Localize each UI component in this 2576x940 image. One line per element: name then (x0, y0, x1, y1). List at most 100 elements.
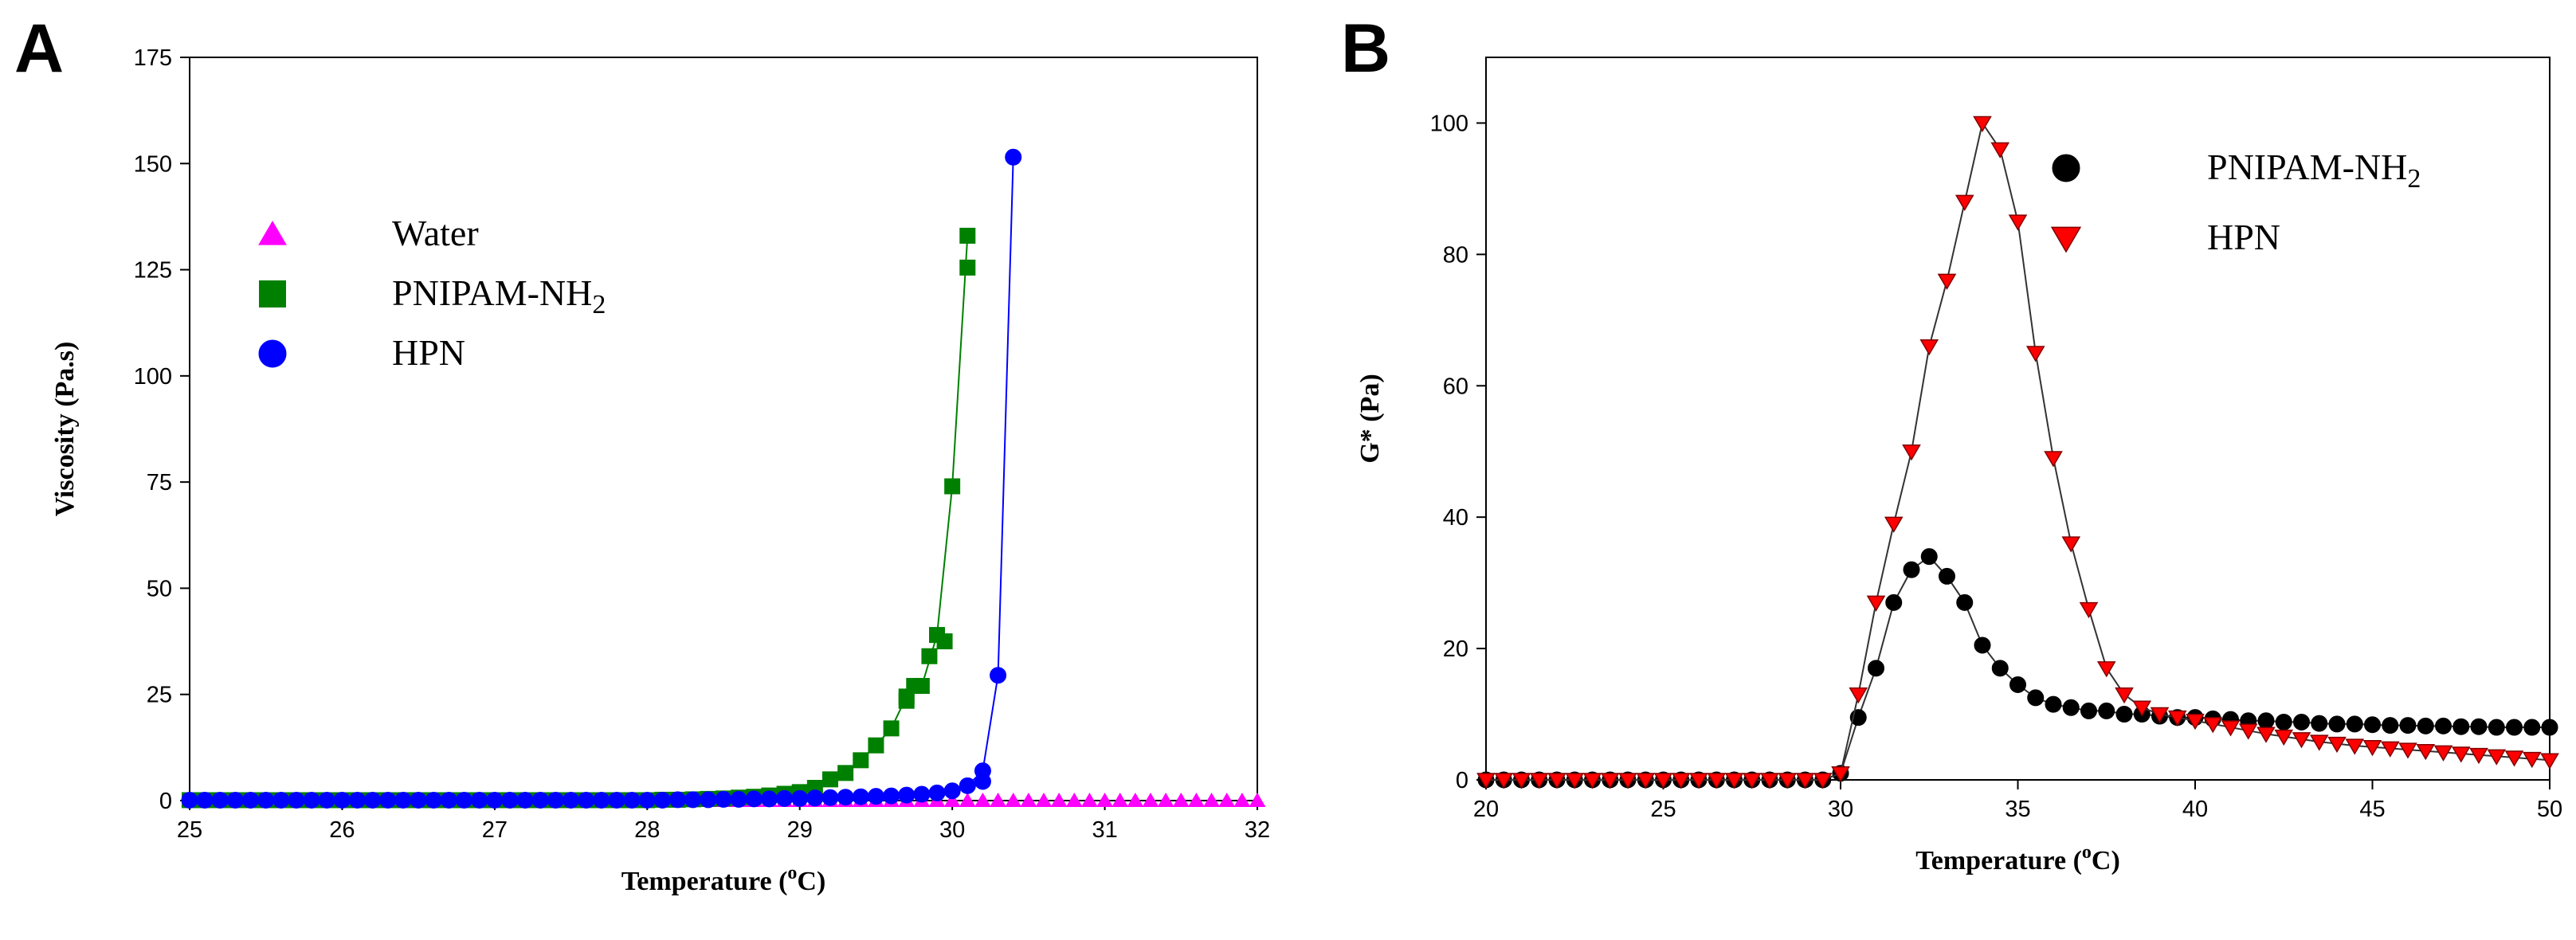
data-point (456, 791, 473, 809)
series-hpn-extra (974, 773, 991, 790)
data-point (288, 791, 305, 809)
data-point (501, 791, 519, 809)
x-axis-title: Temperature (oC) (621, 863, 826, 896)
data-point (990, 793, 1007, 807)
data-point (410, 791, 427, 809)
data-point (318, 791, 335, 809)
data-point (684, 791, 702, 809)
x-tick-label: 32 (1245, 817, 1270, 843)
data-point (1065, 793, 1083, 807)
data-point (1249, 793, 1266, 807)
data-point (921, 648, 938, 664)
data-point (379, 791, 397, 809)
data-point (1127, 793, 1144, 807)
data-point (1218, 793, 1236, 807)
data-point (272, 791, 290, 809)
data-point (242, 791, 260, 809)
data-point (867, 788, 884, 805)
x-tick-label: 28 (634, 817, 660, 843)
data-point (822, 771, 838, 788)
data-point (959, 793, 976, 807)
data-point (853, 752, 869, 769)
data-point (333, 791, 351, 809)
data-point (349, 791, 367, 809)
data-point (181, 791, 198, 809)
y-tick-label: 75 (147, 470, 172, 495)
data-point (959, 259, 976, 276)
data-point (593, 791, 610, 809)
data-point (1203, 793, 1221, 807)
data-point (653, 791, 671, 809)
panel-label-b: B (1341, 10, 1391, 87)
data-point (1142, 793, 1159, 807)
data-point (303, 791, 320, 809)
data-point (852, 788, 869, 805)
data-point (531, 791, 549, 809)
data-point (1233, 793, 1251, 807)
plot-frame (189, 57, 1258, 801)
data-point (425, 791, 442, 809)
data-point (226, 791, 244, 809)
legend-label: PNIPAM-NH2 (392, 272, 606, 319)
data-point (730, 790, 747, 808)
data-point (715, 790, 732, 808)
y-axis-title: Viscosity (Pa.s) (50, 342, 80, 517)
data-point (974, 773, 991, 790)
data-point (1035, 793, 1053, 807)
y-tick-label: 150 (134, 151, 172, 177)
data-point (563, 791, 580, 809)
data-point (1187, 793, 1205, 807)
data-point (898, 692, 915, 709)
panel-label-a: A (14, 10, 65, 87)
data-point (196, 791, 214, 809)
data-point (791, 789, 809, 807)
data-point (745, 790, 763, 808)
legend-label: HPN (392, 332, 465, 373)
data-point (623, 791, 641, 809)
data-point (1005, 148, 1022, 166)
data-point (547, 791, 564, 809)
data-point (1112, 793, 1129, 807)
data-point (669, 791, 687, 809)
legend: Water PNIPAM-NH2 HPN (258, 213, 606, 373)
data-point (936, 633, 953, 650)
legend-marker (258, 339, 287, 368)
data-point (364, 791, 382, 809)
data-point (868, 737, 884, 754)
data-point (776, 789, 794, 807)
data-point (257, 791, 275, 809)
y-tick-label: 125 (134, 258, 172, 284)
data-point (516, 791, 534, 809)
data-point (906, 678, 923, 695)
data-point (1005, 793, 1022, 807)
plot-area: 25 26 27 28 29 30 31 320255075100125150175Tempe… (50, 45, 1270, 896)
data-point (959, 227, 976, 244)
data-point (883, 720, 900, 737)
data-point (700, 791, 717, 809)
data-point (943, 782, 961, 800)
data-point (990, 667, 1007, 684)
series-pnipam-nh2-extra (898, 259, 976, 709)
data-point (837, 789, 854, 806)
data-point (1080, 793, 1098, 807)
data-point (837, 765, 854, 781)
data-point (1020, 793, 1037, 807)
data-point (913, 785, 931, 803)
x-tick-label: 31 (1092, 817, 1117, 843)
data-point (471, 791, 488, 809)
data-point (883, 787, 900, 805)
data-point (943, 793, 961, 807)
y-tick-label: 175 (134, 45, 172, 71)
legend-label: Water (392, 213, 479, 253)
y-tick-label: 100 (134, 364, 172, 390)
x-tick-label: 30 (939, 817, 965, 843)
series-pnipam-nh2 (182, 227, 976, 809)
data-point (1172, 793, 1190, 807)
legend-marker (259, 280, 286, 307)
data-point (440, 791, 457, 809)
data-point (928, 784, 946, 801)
data-point (486, 791, 504, 809)
data-point (608, 791, 625, 809)
series-line (190, 157, 1014, 801)
